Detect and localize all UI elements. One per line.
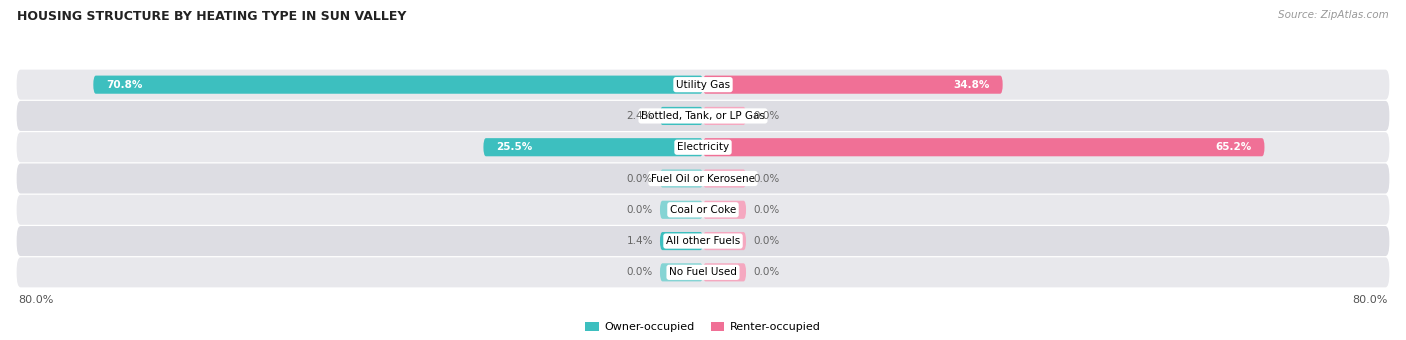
Text: Coal or Coke: Coal or Coke [669, 205, 737, 215]
Text: 25.5%: 25.5% [496, 142, 533, 152]
FancyBboxPatch shape [93, 75, 703, 94]
FancyBboxPatch shape [703, 169, 747, 188]
FancyBboxPatch shape [659, 232, 703, 250]
Text: 80.0%: 80.0% [1353, 295, 1388, 305]
FancyBboxPatch shape [703, 232, 747, 250]
Text: 2.4%: 2.4% [627, 111, 652, 121]
Legend: Owner-occupied, Renter-occupied: Owner-occupied, Renter-occupied [585, 322, 821, 333]
FancyBboxPatch shape [659, 107, 703, 125]
Text: 0.0%: 0.0% [627, 173, 652, 184]
Text: 1.4%: 1.4% [627, 236, 652, 246]
FancyBboxPatch shape [659, 263, 703, 282]
FancyBboxPatch shape [484, 138, 703, 156]
Text: 0.0%: 0.0% [754, 267, 779, 277]
FancyBboxPatch shape [17, 257, 1389, 287]
FancyBboxPatch shape [659, 201, 703, 219]
Text: HOUSING STRUCTURE BY HEATING TYPE IN SUN VALLEY: HOUSING STRUCTURE BY HEATING TYPE IN SUN… [17, 10, 406, 23]
Text: No Fuel Used: No Fuel Used [669, 267, 737, 277]
Text: Electricity: Electricity [676, 142, 730, 152]
FancyBboxPatch shape [703, 138, 1264, 156]
Text: 70.8%: 70.8% [107, 80, 142, 90]
Text: Utility Gas: Utility Gas [676, 80, 730, 90]
FancyBboxPatch shape [659, 169, 703, 188]
Text: 0.0%: 0.0% [627, 205, 652, 215]
FancyBboxPatch shape [17, 226, 1389, 256]
FancyBboxPatch shape [703, 263, 747, 282]
FancyBboxPatch shape [703, 75, 1002, 94]
Text: 0.0%: 0.0% [754, 236, 779, 246]
Text: Source: ZipAtlas.com: Source: ZipAtlas.com [1278, 10, 1389, 20]
Text: Bottled, Tank, or LP Gas: Bottled, Tank, or LP Gas [641, 111, 765, 121]
FancyBboxPatch shape [17, 195, 1389, 225]
Text: 0.0%: 0.0% [754, 111, 779, 121]
Text: 80.0%: 80.0% [18, 295, 53, 305]
Text: All other Fuels: All other Fuels [666, 236, 740, 246]
FancyBboxPatch shape [703, 201, 747, 219]
Text: 34.8%: 34.8% [953, 80, 990, 90]
FancyBboxPatch shape [17, 101, 1389, 131]
FancyBboxPatch shape [703, 107, 747, 125]
FancyBboxPatch shape [17, 132, 1389, 162]
Text: Fuel Oil or Kerosene: Fuel Oil or Kerosene [651, 173, 755, 184]
Text: 0.0%: 0.0% [754, 173, 779, 184]
FancyBboxPatch shape [17, 70, 1389, 100]
Text: 0.0%: 0.0% [627, 267, 652, 277]
Text: 0.0%: 0.0% [754, 205, 779, 215]
Text: 65.2%: 65.2% [1215, 142, 1251, 152]
FancyBboxPatch shape [17, 164, 1389, 193]
